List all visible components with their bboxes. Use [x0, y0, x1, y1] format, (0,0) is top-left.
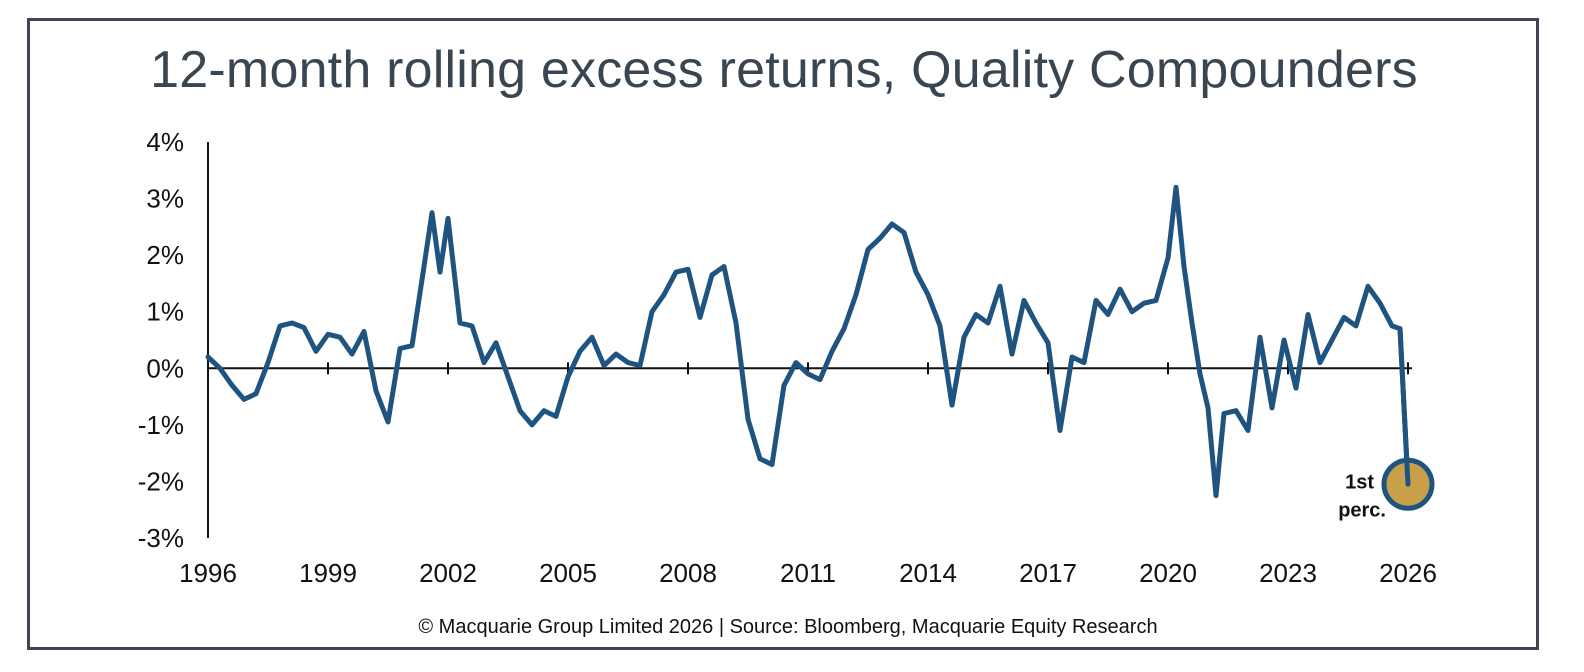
- x-tick-label: 2008: [659, 558, 717, 588]
- x-tick-label: 2017: [1019, 558, 1077, 588]
- y-tick-label: 4%: [146, 127, 184, 157]
- y-tick-label: 2%: [146, 240, 184, 270]
- series-group: [205, 184, 1411, 499]
- y-tick-label: 0%: [146, 353, 184, 383]
- x-tick-label: 2005: [539, 558, 597, 588]
- annotations: 1st perc.: [1338, 326, 1435, 521]
- annotation-line1: 1st: [1345, 471, 1374, 493]
- x-tick-label: 2011: [780, 558, 836, 588]
- y-tick-label: 1%: [146, 297, 184, 327]
- x-tick-label: 2023: [1259, 558, 1317, 588]
- x-tick-label: 2020: [1139, 558, 1197, 588]
- y-tick-label: -3%: [138, 523, 184, 553]
- y-tick-label: -1%: [138, 410, 184, 440]
- y-tick-label: 3%: [146, 184, 184, 214]
- axes: 4% 3% 2% 1% 0% -1% -2% -3% 1996 1999 2002 2005 2008 2…: [138, 127, 1437, 588]
- x-tick-label: 1999: [299, 558, 357, 588]
- series-line-tip: [1397, 326, 1411, 487]
- chart-title: 12-month rolling excess returns, Quality…: [150, 41, 1418, 99]
- x-tick-label: 1996: [179, 558, 237, 588]
- annotation-line2: perc.: [1338, 499, 1386, 521]
- series-line: [205, 184, 1411, 499]
- x-tick-label: 2026: [1379, 558, 1437, 588]
- x-tick-label: 2002: [419, 558, 477, 588]
- y-tick-label: -2%: [138, 466, 184, 496]
- x-tick-label: 2014: [899, 558, 957, 588]
- footer-source: © Macquarie Group Limited 2026 | Source:…: [418, 616, 1158, 638]
